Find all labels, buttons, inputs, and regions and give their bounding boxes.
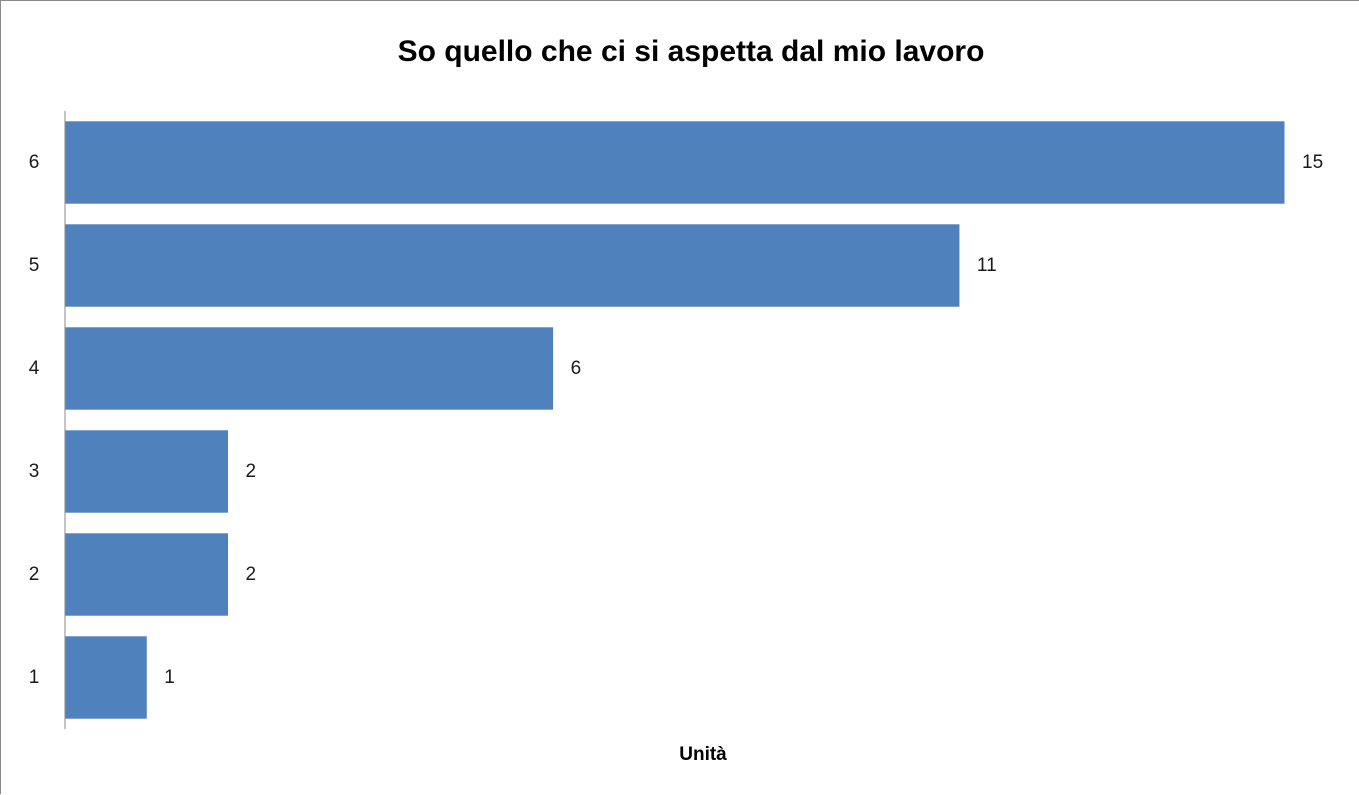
labels-layer: 1 12 23 24 65 116 15 [29,152,1323,688]
bar-3 [65,430,229,513]
y-tick-label: 1 [29,667,40,688]
bar-5 [65,224,960,307]
data-label: 2 [246,461,257,482]
y-tick-label: 2 [29,564,40,585]
data-label: 2 [246,564,257,585]
bar-1 [65,636,147,719]
data-label: 11 [977,255,997,276]
data-label: 15 [1302,152,1323,173]
bar-2 [65,533,229,616]
x-axis-title: Unità [679,744,727,765]
data-label: 1 [164,667,175,688]
bar-6 [65,121,1285,204]
data-label: 6 [571,358,582,379]
y-tick-label: 5 [29,255,40,276]
bar-4 [65,327,554,410]
y-tick-label: 4 [29,358,40,379]
chart-title: So quello che ci si aspetta dal mio lavo… [397,35,985,68]
y-tick-label: 3 [29,461,40,482]
bars-layer [65,121,1285,719]
y-tick-label: 6 [29,152,40,173]
